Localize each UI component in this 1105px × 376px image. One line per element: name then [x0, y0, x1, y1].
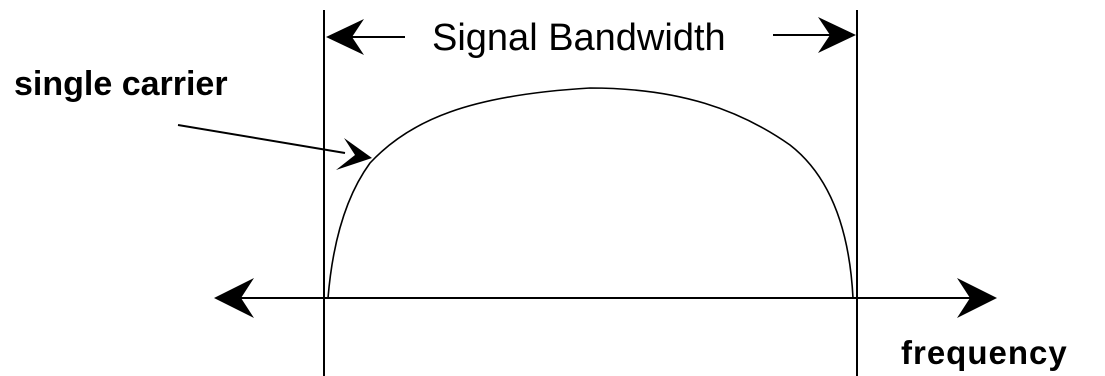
- carrier-pointer-arrowhead: [336, 138, 372, 170]
- bandwidth-arrowhead-right: [818, 17, 856, 53]
- frequency-axis-label: frequency: [901, 334, 1068, 371]
- signal-bandwidth-label: Signal Bandwidth: [432, 17, 726, 59]
- carrier-spectrum-curve: [327, 87, 854, 299]
- frequency-axis-arrowhead-right: [957, 278, 997, 318]
- single-carrier-label: single carrier: [14, 65, 228, 103]
- carrier-pointer-shaft: [177, 124, 346, 154]
- frequency-axis-arrowhead-left: [214, 278, 254, 318]
- bandwidth-arrowhead-left: [326, 19, 364, 55]
